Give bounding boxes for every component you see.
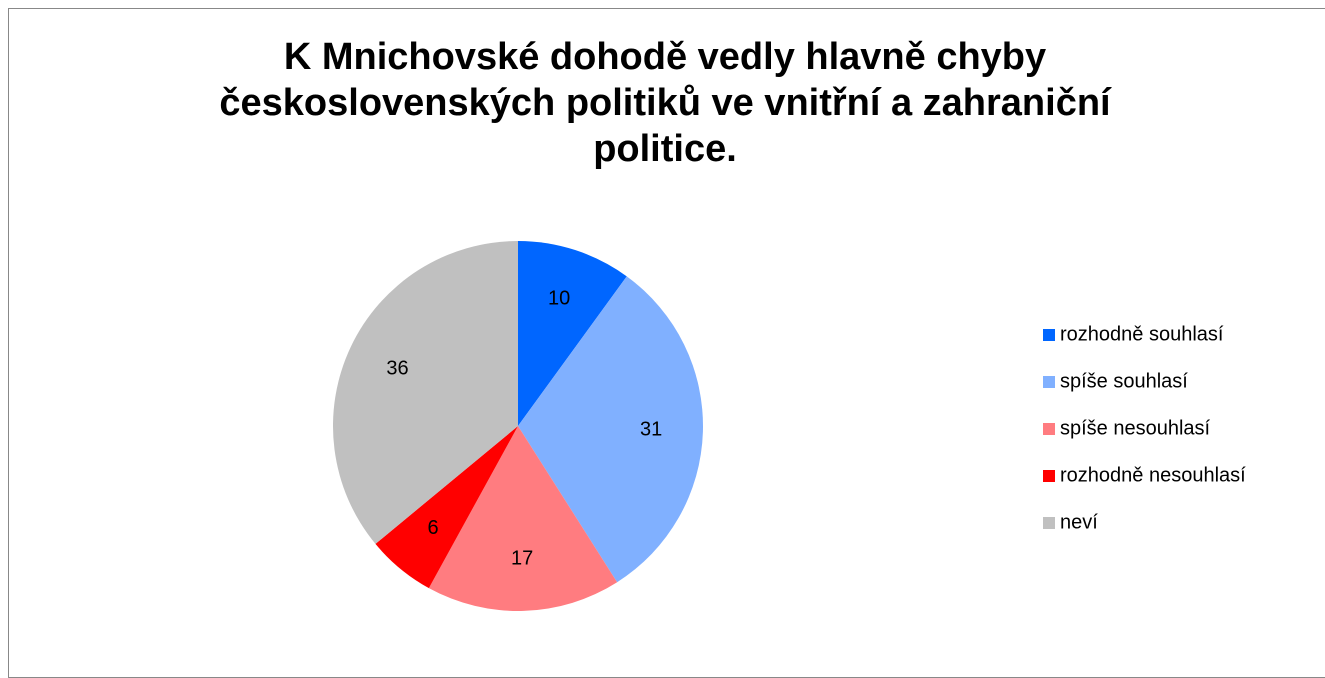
legend-label: spíše nesouhlasí: [1060, 417, 1211, 439]
legend-swatch: [1043, 329, 1055, 341]
data-label: 6: [428, 517, 439, 539]
pie-slice: [518, 241, 627, 426]
legend-label: rozhodně nesouhlasí: [1060, 464, 1246, 486]
legend-swatch: [1043, 376, 1055, 388]
legend-swatch: [1043, 517, 1055, 529]
data-label: 31: [640, 418, 662, 440]
chart-title: K Mnichovské dohodě vedly hlavně chyby č…: [219, 36, 1111, 170]
legend-swatch: [1043, 423, 1055, 435]
pie-slice: [518, 276, 703, 583]
page: {"chart_data": {"type": "pie", "title": …: [8, 8, 1325, 678]
legend-swatch: [1043, 470, 1055, 482]
chart: 10 31 17 6 36 rozhodně souhlasí spíše souhlasí…: [333, 241, 1246, 611]
legend-label: spíše souhlasí: [1060, 370, 1188, 392]
data-label: 36: [386, 358, 408, 380]
data-label: 10: [548, 288, 570, 310]
data-label: 17: [511, 547, 533, 569]
pie-slice: [333, 241, 518, 544]
pie-slice: [375, 426, 518, 589]
legend-label: rozhodně souhlasí: [1060, 323, 1224, 345]
legend-label: neví: [1060, 511, 1098, 533]
pie-slice: [428, 426, 618, 611]
